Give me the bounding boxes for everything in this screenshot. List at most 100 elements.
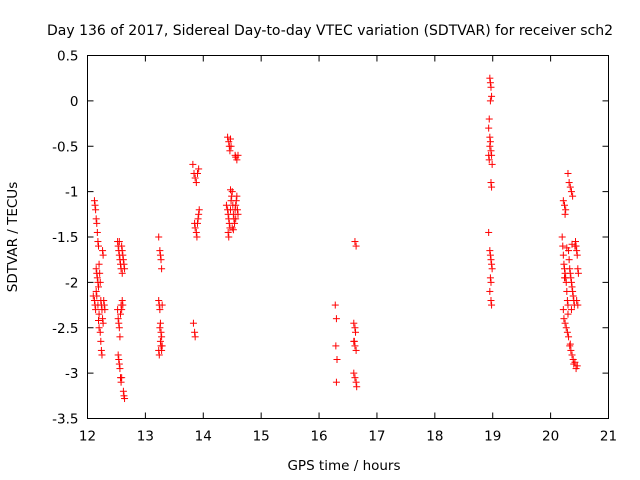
data-point bbox=[486, 97, 494, 105]
data-point bbox=[569, 292, 577, 300]
data-point bbox=[231, 219, 239, 227]
data-point bbox=[158, 333, 166, 341]
data-point bbox=[567, 274, 575, 282]
y-tick-label: -3 bbox=[65, 366, 78, 382]
data-point bbox=[228, 188, 236, 196]
data-point bbox=[222, 201, 230, 209]
data-point bbox=[98, 351, 106, 359]
data-point bbox=[96, 278, 104, 286]
data-point bbox=[157, 342, 165, 350]
data-point bbox=[486, 138, 494, 146]
data-point bbox=[572, 242, 580, 250]
data-point bbox=[119, 387, 127, 395]
data-point bbox=[569, 287, 577, 295]
data-point bbox=[486, 79, 494, 87]
data-point bbox=[96, 269, 104, 277]
data-point bbox=[565, 179, 573, 187]
data-point bbox=[487, 256, 495, 264]
data-point bbox=[97, 337, 105, 345]
data-point bbox=[116, 365, 124, 373]
data-point bbox=[351, 342, 359, 350]
y-tick-label: 0.5 bbox=[57, 49, 78, 65]
x-tick-label: 15 bbox=[253, 429, 270, 445]
data-point bbox=[189, 319, 197, 327]
data-point bbox=[488, 151, 496, 159]
data-point bbox=[191, 333, 199, 341]
data-point bbox=[574, 265, 582, 273]
x-tick-label: 14 bbox=[195, 429, 212, 445]
data-point bbox=[90, 197, 98, 205]
data-point bbox=[574, 301, 582, 309]
data-point bbox=[193, 233, 201, 241]
data-point bbox=[229, 226, 237, 234]
data-point bbox=[155, 297, 163, 305]
data-point bbox=[118, 242, 126, 250]
data-point bbox=[488, 301, 496, 309]
plot-frame bbox=[87, 55, 609, 419]
data-point bbox=[95, 310, 103, 318]
data-point bbox=[566, 265, 574, 273]
data-point bbox=[114, 315, 122, 323]
x-tick-label: 19 bbox=[484, 429, 501, 445]
data-point bbox=[228, 224, 236, 232]
data-point bbox=[115, 356, 123, 364]
data-point bbox=[573, 247, 581, 255]
data-point bbox=[561, 319, 569, 327]
data-point bbox=[94, 242, 102, 250]
data-point bbox=[488, 160, 496, 168]
data-point bbox=[488, 260, 496, 268]
data-point bbox=[100, 301, 108, 309]
data-point bbox=[332, 378, 340, 386]
data-point bbox=[352, 242, 360, 250]
data-point bbox=[90, 297, 98, 305]
data-point bbox=[158, 346, 166, 354]
data-point bbox=[559, 242, 567, 250]
data-point bbox=[233, 206, 241, 214]
data-point bbox=[234, 210, 242, 218]
data-point bbox=[92, 306, 100, 314]
data-point bbox=[94, 283, 102, 291]
data-point bbox=[560, 315, 568, 323]
y-tick-label: -2 bbox=[65, 275, 78, 291]
y-tick-label: -0.5 bbox=[52, 139, 78, 155]
data-point bbox=[156, 247, 164, 255]
data-point bbox=[117, 378, 125, 386]
data-point bbox=[568, 351, 576, 359]
data-point bbox=[559, 251, 567, 259]
data-point bbox=[562, 324, 570, 332]
data-point bbox=[195, 165, 203, 173]
data-point bbox=[191, 328, 199, 336]
data-point bbox=[156, 324, 164, 332]
data-point bbox=[561, 274, 569, 282]
data-point bbox=[156, 319, 164, 327]
data-point bbox=[486, 274, 494, 282]
data-point bbox=[118, 247, 126, 255]
data-point bbox=[564, 310, 572, 318]
data-point bbox=[569, 192, 577, 200]
data-point bbox=[570, 360, 578, 368]
data-point bbox=[194, 215, 202, 223]
data-point bbox=[233, 156, 241, 164]
data-point bbox=[486, 251, 494, 259]
data-point bbox=[487, 83, 495, 91]
data-point bbox=[487, 179, 495, 187]
y-axis-label: SDTVAR / TECUs bbox=[5, 182, 21, 292]
data-point bbox=[485, 228, 493, 236]
data-point bbox=[487, 147, 495, 155]
data-point bbox=[97, 346, 105, 354]
data-point bbox=[192, 228, 200, 236]
data-point bbox=[350, 369, 358, 377]
data-point bbox=[232, 215, 240, 223]
y-tick-label: -2.5 bbox=[52, 321, 78, 337]
data-point bbox=[573, 251, 581, 259]
data-point bbox=[156, 306, 164, 314]
data-point bbox=[189, 160, 197, 168]
data-point bbox=[488, 265, 496, 273]
data-point bbox=[485, 115, 493, 123]
data-point bbox=[191, 224, 199, 232]
data-point bbox=[566, 340, 574, 348]
data-point bbox=[92, 265, 100, 273]
x-axis: 12 13 14 15 16 17 18 19 20 21 bbox=[79, 55, 617, 445]
x-tick-label: 13 bbox=[137, 429, 154, 445]
